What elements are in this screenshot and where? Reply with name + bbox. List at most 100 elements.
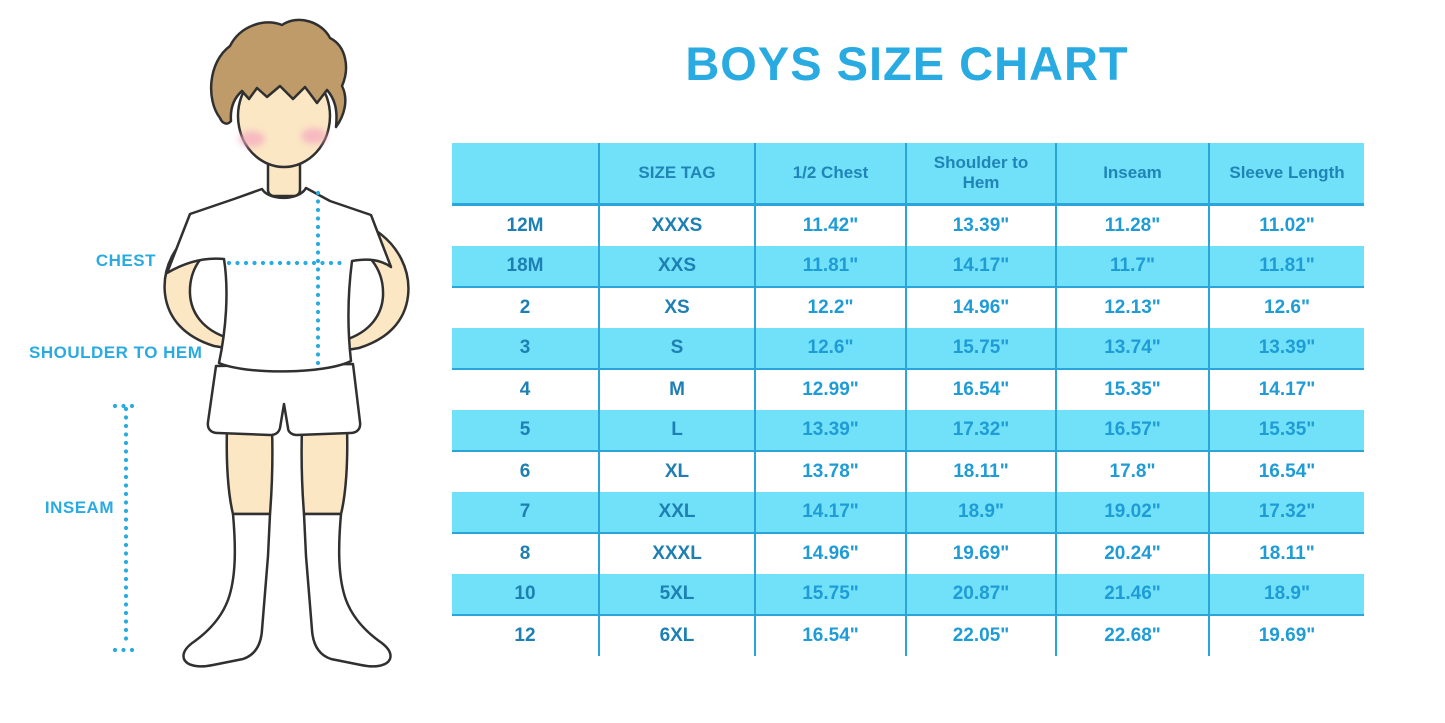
- table-cell: 11.7": [1057, 246, 1210, 286]
- column-header: 1/2 Chest: [756, 143, 907, 203]
- table-cell: 18M: [452, 246, 600, 286]
- table-cell: 11.81": [756, 246, 907, 286]
- table-cell: 12M: [452, 206, 600, 246]
- table-cell: XXXS: [600, 206, 756, 246]
- table-cell: L: [600, 410, 756, 450]
- table-cell: 19.02": [1057, 492, 1210, 532]
- column-header: Sleeve Length: [1229, 163, 1345, 183]
- table-cell: 13.39": [756, 410, 907, 450]
- table-cell: 5: [452, 410, 600, 450]
- table-row: 10 5XL 15.75" 20.87" 21.46" 18.9": [452, 574, 1364, 616]
- table-cell: 18.9": [907, 492, 1057, 532]
- table-row: 2 XS 12.2" 14.96" 12.13" 12.6": [452, 288, 1364, 328]
- table-cell: 20.87": [907, 574, 1057, 614]
- inseam-label: INSEAM: [44, 498, 114, 517]
- table-cell: 12: [452, 616, 600, 656]
- table-cell: 13.74": [1057, 328, 1210, 368]
- table-cell: 12.99": [756, 370, 907, 410]
- table-row: 8 XXXL 14.96" 19.69" 20.24" 18.11": [452, 534, 1364, 574]
- table-cell: 15.35": [1057, 370, 1210, 410]
- table-cell: 12.13": [1057, 288, 1210, 328]
- table-cell: 14.17": [756, 492, 907, 532]
- table-cell: 4: [452, 370, 600, 410]
- table-cell: XXL: [600, 492, 756, 532]
- table-cell: 13.78": [756, 452, 907, 492]
- table-cell: 11.42": [756, 206, 907, 246]
- table-row: 12M XXXS 11.42" 13.39" 11.28" 11.02": [452, 206, 1364, 246]
- boy-blush-right: [301, 128, 327, 144]
- table-cell: 16.54": [756, 616, 907, 656]
- table-cell: 12.6": [756, 328, 907, 368]
- table-cell: 10: [452, 574, 600, 614]
- boy-leg-right: [300, 426, 349, 516]
- table-cell: 18.9": [1264, 583, 1310, 604]
- table-cell: 18.11": [1259, 543, 1315, 564]
- table-cell: 3: [452, 328, 600, 368]
- table-cell: 6: [452, 452, 600, 492]
- table-cell: 8: [452, 534, 600, 574]
- table-cell: XXS: [600, 246, 756, 286]
- table-cell: 5XL: [600, 574, 756, 614]
- boy-blush-left: [239, 131, 265, 147]
- table-row: 7 XXL 14.17" 18.9" 19.02" 17.32": [452, 492, 1364, 534]
- table-row: 6 XL 13.78" 18.11" 17.8" 16.54": [452, 452, 1364, 492]
- table-cell: 19.69": [907, 534, 1057, 574]
- boy-sock-left: [182, 512, 272, 668]
- table-row: 4 M 12.99" 16.54" 15.35" 14.17": [452, 370, 1364, 410]
- table-cell: 15.35": [1258, 419, 1316, 440]
- boy-shorts: [206, 362, 362, 437]
- table-cell: 13.39": [907, 206, 1057, 246]
- table-cell: 14.17": [1258, 379, 1316, 400]
- column-header: Inseam: [1057, 143, 1210, 203]
- table-row: 12 6XL 16.54" 22.05" 22.68" 19.69": [452, 616, 1364, 656]
- table-cell: 13.39": [1258, 337, 1316, 358]
- table-cell: 20.24": [1057, 534, 1210, 574]
- table-cell: S: [600, 328, 756, 368]
- table-cell: 11.28": [1057, 206, 1210, 246]
- column-header: Shoulder to Hem: [907, 143, 1057, 203]
- boy-leg-left: [225, 426, 274, 516]
- table-row: 3 S 12.6" 15.75" 13.74" 13.39": [452, 328, 1364, 370]
- table-cell: XL: [600, 452, 756, 492]
- table-cell: 14.96": [756, 534, 907, 574]
- table-cell: 15.75": [907, 328, 1057, 368]
- table-cell: 22.68": [1057, 616, 1210, 656]
- table-cell: 16.54": [1258, 461, 1316, 482]
- table-cell: 18.11": [907, 452, 1057, 492]
- table-body: 12M XXXS 11.42" 13.39" 11.28" 11.02" 18M XXS 11.…: [452, 206, 1364, 656]
- boy-illustration: [112, 18, 410, 668]
- column-header: SIZE TAG: [600, 143, 756, 203]
- table-cell: 14.17": [907, 246, 1057, 286]
- column-header: [452, 143, 600, 203]
- boy-hair: [209, 18, 348, 129]
- size-table: SIZE TAG 1/2 Chest Shoulder to Hem Inseam Sl…: [452, 143, 1364, 656]
- table-cell: 11.02": [1259, 215, 1315, 236]
- table-cell: M: [600, 370, 756, 410]
- table-cell: 15.75": [756, 574, 907, 614]
- table-cell: 21.46": [1057, 574, 1210, 614]
- table-row: 5 L 13.39" 17.32" 16.57" 15.35": [452, 410, 1364, 452]
- table-row: 18M XXS 11.81" 14.17" 11.7" 11.81": [452, 246, 1364, 288]
- table-cell: 19.69": [1258, 625, 1316, 646]
- table-cell: XS: [600, 288, 756, 328]
- table-cell: 17.8": [1057, 452, 1210, 492]
- table-cell: 12.2": [756, 288, 907, 328]
- boy-tshirt: [165, 186, 393, 373]
- table-cell: 12.6": [1264, 297, 1310, 318]
- page-title: BOYS SIZE CHART: [685, 37, 1129, 90]
- table-cell: 7: [452, 492, 600, 532]
- table-cell: 16.54": [907, 370, 1057, 410]
- table-cell: XXXL: [600, 534, 756, 574]
- table-cell: 11.81": [1259, 255, 1315, 276]
- table-cell: 17.32": [1258, 501, 1316, 522]
- table-cell: 16.57": [1057, 410, 1210, 450]
- table-cell: 6XL: [600, 616, 756, 656]
- table-cell: 17.32": [907, 410, 1057, 450]
- boy-sock-right: [302, 512, 392, 668]
- shoulder-to-hem-label: SHOULDER TO HEM: [29, 343, 203, 362]
- chest-label: CHEST: [95, 251, 156, 270]
- table-header-row: SIZE TAG 1/2 Chest Shoulder to Hem Inseam Sl…: [452, 143, 1364, 206]
- table-cell: 22.05": [907, 616, 1057, 656]
- table-cell: 14.96": [907, 288, 1057, 328]
